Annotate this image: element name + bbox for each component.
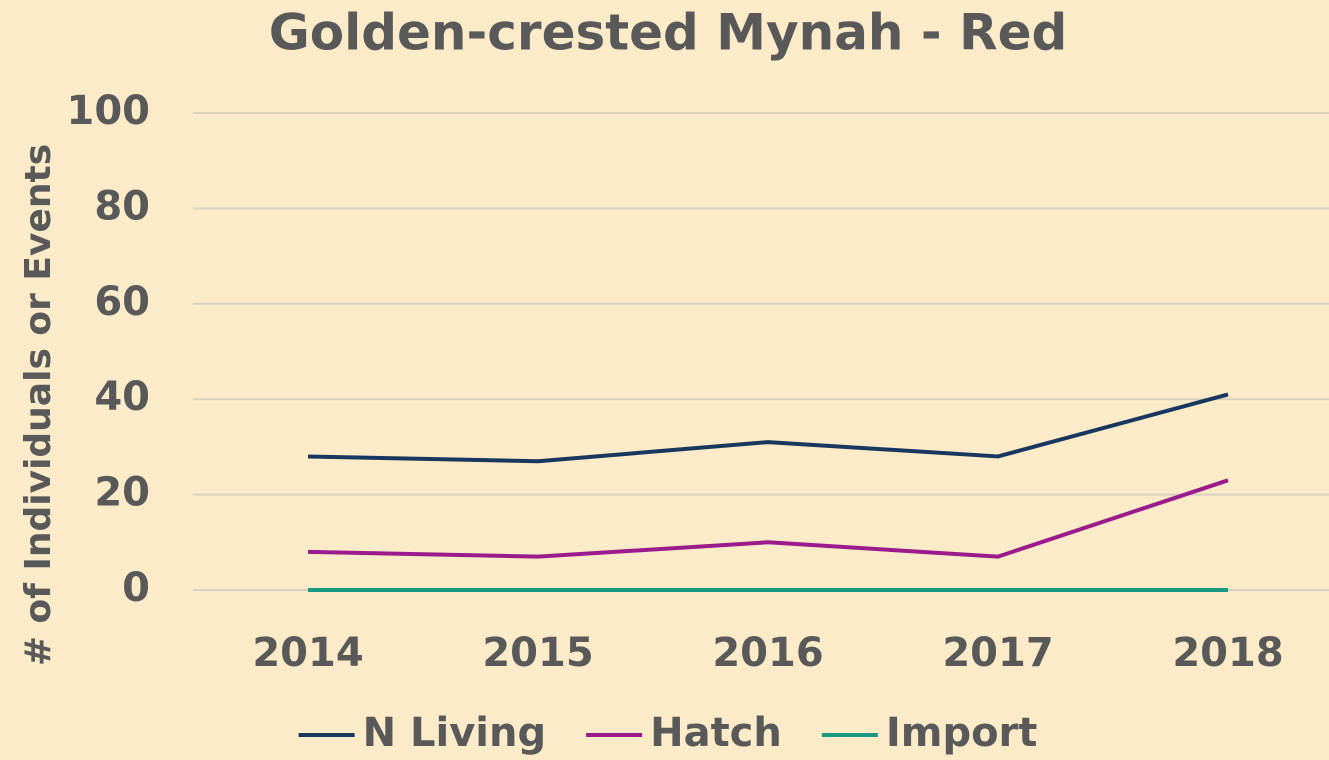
- chart-title: Golden-crested Mynah - Red: [269, 4, 1068, 62]
- series-line: [307, 478, 1229, 559]
- y-tick-label: 0: [122, 565, 150, 611]
- y-tick-label: 20: [94, 470, 150, 516]
- legend-label: Import: [886, 710, 1038, 756]
- y-tick-label: 60: [94, 279, 150, 325]
- legend-label: N Living: [363, 710, 547, 756]
- x-tick-label: 2017: [942, 630, 1053, 676]
- legend-label: Hatch: [650, 710, 782, 756]
- series-line: [307, 392, 1229, 464]
- x-tick-label: 2014: [252, 630, 363, 676]
- x-tick-label: 2016: [712, 630, 823, 676]
- y-tick-label: 80: [94, 183, 150, 229]
- y-tick-label: 100: [67, 88, 151, 134]
- x-tick-label: 2015: [482, 630, 593, 676]
- x-tick-label: 2018: [1172, 630, 1283, 676]
- y-axis-label: # of Individuals or Events: [18, 144, 59, 666]
- y-tick-label: 40: [94, 374, 150, 420]
